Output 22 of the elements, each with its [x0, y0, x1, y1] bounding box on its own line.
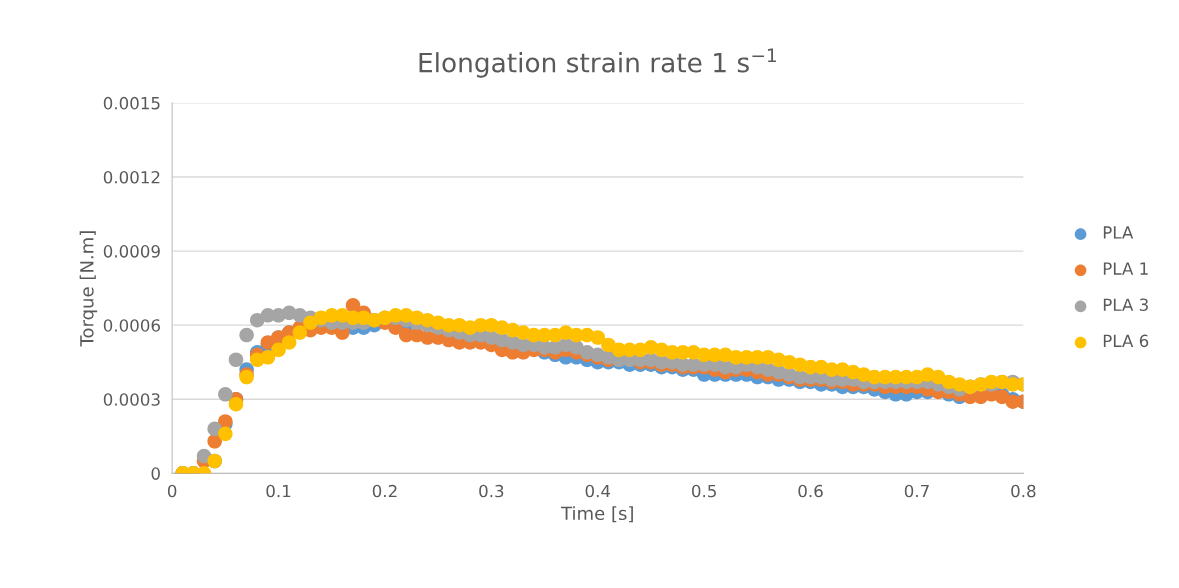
legend-label: PLA 6 [1103, 334, 1149, 348]
y-tick-label: 0.0009 [103, 245, 160, 258]
x-tick-label: 0 [167, 484, 177, 498]
chart-title: Elongation strain rate 1 s$^{−1}$ [419, 48, 776, 78]
y-tick-label: 0.0003 [103, 393, 160, 406]
x-tick-label: 0.4 [585, 484, 611, 498]
y-tick-label: 0.0015 [103, 96, 160, 110]
y-tick-label: 0.0012 [103, 170, 160, 184]
x-tick-label: 0.8 [1011, 484, 1036, 498]
x-tick-label: 0.7 [904, 484, 929, 498]
x-tick-label: 0.1 [266, 484, 291, 498]
legend-label: PLA 1 [1103, 262, 1148, 275]
x-tick-label: 0.5 [692, 484, 716, 498]
x-axis-title: Time [s] [560, 506, 633, 523]
y-axis-title: Torque [N.m] [79, 231, 98, 347]
x-tick-label: 0.3 [479, 484, 504, 498]
y-tick-label: 0.0006 [103, 319, 160, 332]
legend-label: PLA [1103, 226, 1134, 239]
legend-label: PLA 3 [1103, 298, 1148, 312]
x-tick-label: 0.2 [372, 484, 397, 498]
y-tick-label: 0 [151, 467, 160, 480]
x-tick-label: 0.6 [798, 484, 823, 498]
